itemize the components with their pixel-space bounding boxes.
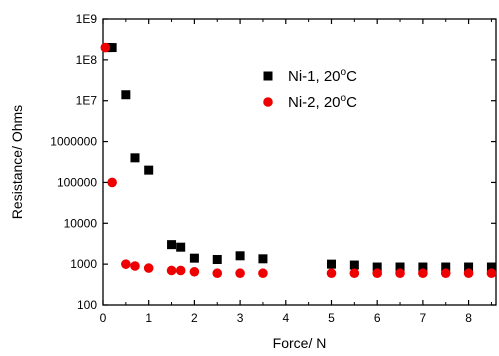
data-point-square (144, 165, 154, 175)
data-point-circle (440, 268, 451, 279)
x-tick-label: 0 (100, 311, 107, 325)
y-tick-label: 1E9 (76, 12, 98, 26)
data-point-square (395, 262, 405, 272)
x-axis-title: Force/ N (273, 335, 327, 351)
x-tick-label: 5 (328, 311, 335, 325)
data-point-square (176, 242, 186, 252)
data-point-square (258, 254, 268, 264)
y-tick-label: 1E8 (76, 53, 98, 67)
x-tick-label: 4 (282, 311, 289, 325)
y-tick-label: 10000 (64, 216, 98, 230)
data-point-square (486, 262, 496, 272)
data-point-square (212, 254, 222, 264)
data-point-circle (463, 268, 474, 279)
data-point-circle (189, 266, 200, 277)
y-tick-label: 1000 (70, 257, 97, 271)
data-point-circle (372, 268, 382, 279)
y-tick-label: 100 (77, 298, 97, 312)
data-point-square (235, 251, 245, 261)
data-point-square (121, 90, 131, 100)
data-point-square (167, 240, 177, 250)
data-point-circle (395, 268, 405, 279)
data-point-circle (418, 268, 428, 279)
x-tick-label: 6 (374, 311, 381, 325)
data-point-circle (326, 268, 337, 279)
data-point-circle (166, 265, 177, 276)
data-point-circle (121, 259, 131, 269)
x-tick-label: 2 (191, 311, 198, 325)
data-point-square (349, 260, 359, 270)
plot-frame (102, 18, 497, 306)
data-point-circle (486, 268, 497, 279)
data-point-square (418, 262, 428, 272)
y-tick-label: 1000000 (50, 135, 97, 149)
data-point-square (130, 153, 140, 163)
data-point-circle (143, 263, 154, 273)
data-point-square (107, 43, 117, 53)
data-point-square (326, 259, 336, 269)
legend-marker-circle (263, 97, 273, 107)
legend-label: Ni-2, 20oC (288, 93, 357, 111)
data-point-circle (212, 268, 223, 279)
data-point-circle (235, 268, 245, 279)
x-tick-label: 3 (237, 311, 244, 325)
y-tick-label: 100000 (57, 175, 97, 189)
x-tick-label: 1 (145, 311, 152, 325)
data-point-circle (175, 265, 186, 276)
legend-marker-square (263, 71, 273, 81)
data-point-circle (107, 177, 117, 188)
data-point-square (189, 253, 199, 263)
data-point-square (464, 262, 474, 272)
legend-label: Ni-1, 20oC (288, 67, 357, 85)
data-point-square (372, 262, 382, 272)
y-tick-label: 1E7 (76, 94, 98, 108)
y-axis-title: Resistance/ Ohms (9, 105, 25, 219)
x-tick-label: 7 (420, 311, 427, 325)
data-point-circle (349, 268, 360, 279)
data-point-square (441, 262, 451, 272)
data-point-circle (258, 268, 268, 279)
x-tick-label: 8 (465, 311, 472, 325)
data-point-circle (130, 261, 140, 271)
data-point-circle (100, 42, 111, 53)
